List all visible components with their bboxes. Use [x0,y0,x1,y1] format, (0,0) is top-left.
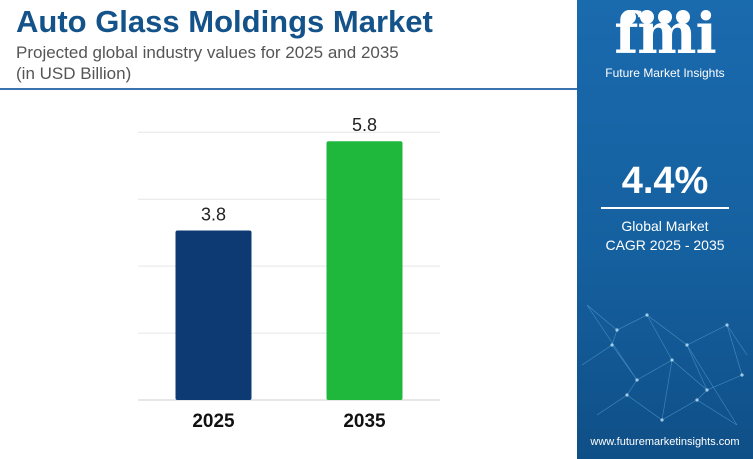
bar-2035 [326,141,403,400]
brand-logo: fmi Future Market Insights [577,4,753,80]
cagr-label: Global Market CAGR 2025 - 2035 [577,217,753,255]
cagr-label-line-2: CAGR 2025 - 2035 [605,237,725,253]
cagr-value: 4.4% [621,160,709,202]
subtitle-line-2: (in USD Billion) [16,64,132,83]
brand-icons [622,10,732,26]
brand-name: Future Market Insights [605,66,725,80]
chart-subtitle: Projected global industry values for 202… [16,42,399,84]
data-label: 5.8 [352,115,377,135]
bar-chart: 3.8 2025 5.8 2035 [138,115,440,432]
brand-dot-icon [658,10,672,24]
x-tick-label: 2025 [192,411,235,432]
cagr-divider [601,207,729,209]
brand-dot-icon [676,10,690,24]
brand-dot-icon [622,10,636,24]
cagr-label-line-1: Global Market [621,218,709,234]
brand-dot-icon [640,10,654,24]
subtitle-line-1: Projected global industry values for 202… [16,43,399,62]
chart-title: Auto Glass Moldings Market [16,4,433,39]
data-label: 3.8 [201,204,226,224]
website-url: www.futuremarketinsights.com [590,436,740,448]
x-tick-label: 2035 [343,411,386,432]
header-divider [0,88,577,90]
bar-2025 [175,230,252,400]
sidebar-panel: fmi Future Market Insights 4.4% Global M… [577,0,753,459]
network-graphic [581,304,748,426]
